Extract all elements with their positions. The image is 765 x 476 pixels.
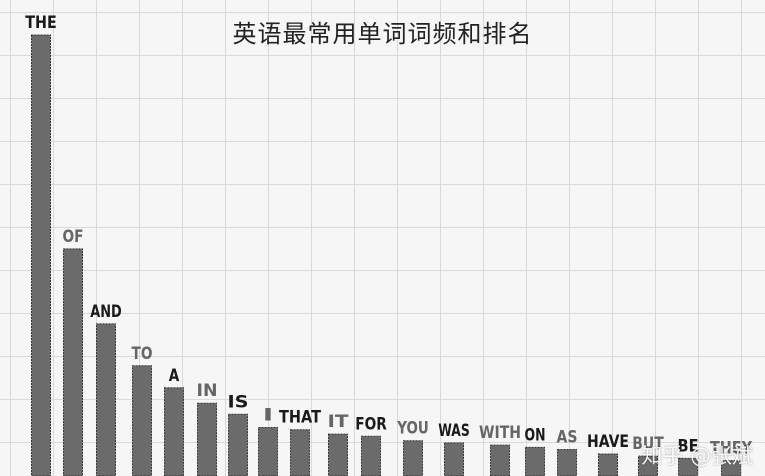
bar-label-in: IN [197,381,218,401]
watermark: 知乎 @张斌 [641,444,753,468]
bar-i [258,426,278,476]
bar-label-and: AND [90,302,122,322]
bar-is [228,413,248,476]
bar-as [557,449,577,476]
bar-have [598,453,618,476]
bar-label-on: ON [525,425,546,445]
bar-label-be: BE [678,436,699,456]
bar-in [197,402,217,476]
bar-it [328,433,348,476]
bar-for [361,435,381,476]
bar-label-as: AS [557,428,578,448]
bar-of [63,248,83,476]
bar-on [525,446,545,476]
bar-label-they: THEY [710,439,753,459]
bar-label-of: OF [63,227,84,247]
bar-label-a: A [169,366,180,386]
bar-label-is: IS [228,392,249,412]
bar-that [290,429,310,476]
chart-title: 英语最常用单词词频和排名 [232,20,533,48]
bar-label-the: THE [25,13,57,33]
bar-label-it: IT [328,412,349,432]
bar-and [96,323,116,476]
bar-the [31,34,51,476]
bar-label-to: TO [132,344,153,364]
bar-label-you: YOU [396,419,428,439]
bar-they [721,460,741,476]
bar-was [444,442,464,476]
bar-label-that: THAT [279,408,321,428]
bar-label-i: I [263,405,274,425]
bar-a [164,387,184,476]
bar-label-for: FOR [355,414,387,434]
bar-to [132,365,152,476]
bar-label-with: WITH [479,423,521,443]
bar-label-have: HAVE [587,432,629,452]
bar-label-but: BUT [632,434,664,454]
bar-you [403,440,423,476]
bar-label-was: WAS [438,421,470,441]
bar-with [490,444,510,476]
